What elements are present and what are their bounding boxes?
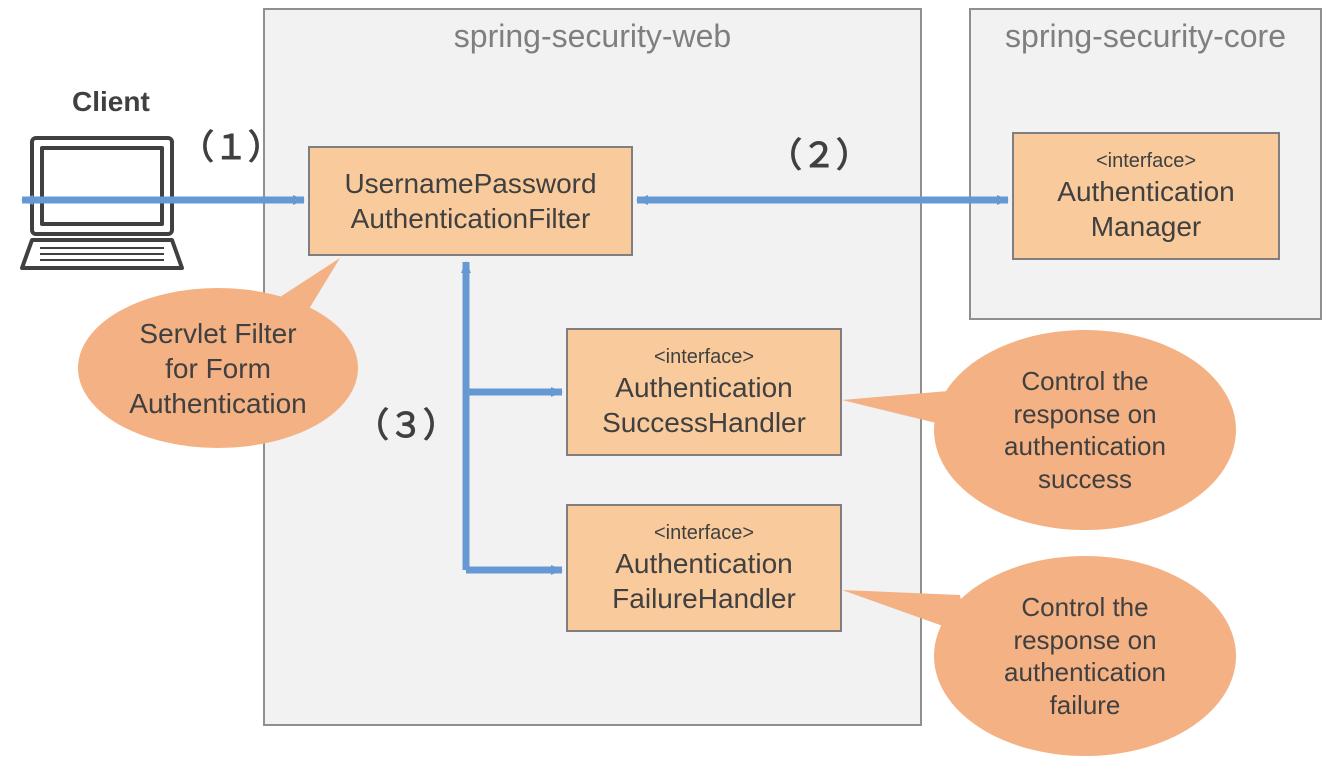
callout-servlet-l1: Servlet Filter — [139, 318, 296, 349]
node-manager-line1: Authentication — [1057, 176, 1234, 207]
node-manager-line2: Manager — [1091, 211, 1202, 242]
step-1: （１） — [180, 120, 282, 169]
callout-success-l1: Control the — [1021, 366, 1148, 396]
container-core-title: spring-security-core — [969, 18, 1322, 55]
callout-success-l2: response on — [1013, 399, 1156, 429]
node-success-line1: Authentication — [615, 372, 792, 403]
client-label: Client — [72, 86, 150, 118]
container-web-title: spring-security-web — [263, 18, 922, 55]
callout-servlet-l2: for Form — [165, 353, 271, 384]
node-failure-line1: Authentication — [615, 548, 792, 579]
node-manager: <interface> Authentication Manager — [1012, 132, 1280, 260]
node-failure-line2: FailureHandler — [612, 583, 796, 614]
node-failure-stereo: <interface> — [654, 521, 754, 546]
callout-failure-l2: response on — [1013, 625, 1156, 655]
callout-failure-l3: authentication — [1004, 657, 1166, 687]
node-filter-line1: UsernamePassword — [344, 168, 596, 199]
node-manager-stereo: <interface> — [1096, 149, 1196, 174]
step-3: （３） — [355, 398, 457, 447]
node-filter-line2: AuthenticationFilter — [351, 203, 591, 234]
callout-failure-l4: failure — [1050, 690, 1121, 720]
callout-success: Control the response on authentication s… — [934, 330, 1236, 530]
node-success-stereo: <interface> — [654, 345, 754, 370]
callout-success-l3: authentication — [1004, 431, 1166, 461]
callout-success-l4: success — [1038, 464, 1132, 494]
node-success: <interface> Authentication SuccessHandle… — [566, 328, 842, 456]
callout-failure: Control the response on authentication f… — [934, 556, 1236, 756]
laptop-icon — [22, 138, 182, 268]
node-failure: <interface> Authentication FailureHandle… — [566, 504, 842, 632]
callout-servlet-l3: Authentication — [129, 388, 306, 419]
callout-failure-l1: Control the — [1021, 592, 1148, 622]
callout-servlet: Servlet Filter for Form Authentication — [78, 288, 358, 448]
node-success-line2: SuccessHandler — [602, 407, 806, 438]
step-2: （２） — [768, 128, 870, 177]
node-filter: UsernamePassword AuthenticationFilter — [308, 146, 633, 256]
